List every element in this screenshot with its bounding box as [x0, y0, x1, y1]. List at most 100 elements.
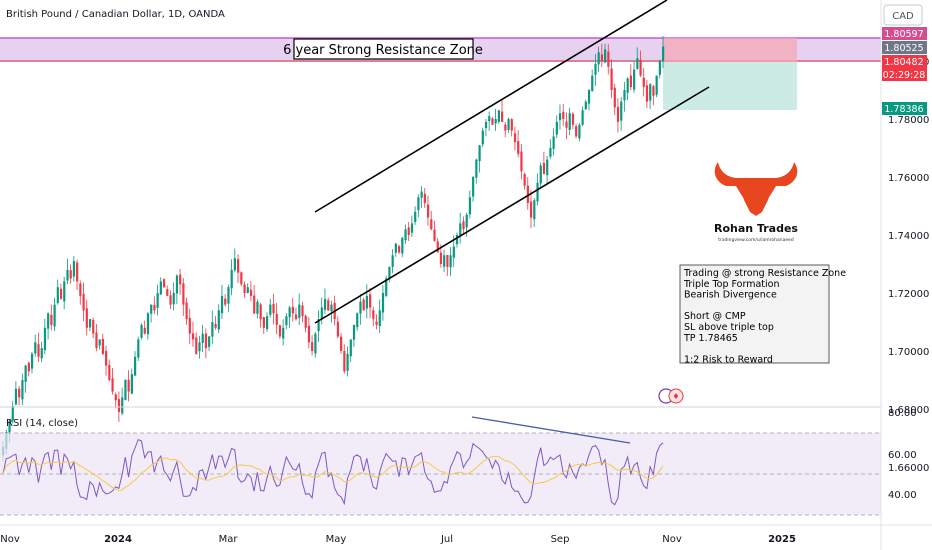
- candle-body: [285, 316, 288, 326]
- price-tag: [882, 68, 927, 81]
- price-tag-label: 1.78386: [884, 104, 923, 115]
- channel-upper-line: [314, 0, 668, 213]
- candle-body: [558, 113, 562, 121]
- currency-badge-box[interactable]: [883, 4, 923, 26]
- candle-body: [359, 301, 362, 314]
- candle-body: [520, 151, 523, 172]
- candle-body: [69, 270, 72, 279]
- candle-body: [108, 364, 111, 380]
- price-tick: 1.68000: [888, 405, 929, 416]
- rsi-line: [2, 438, 664, 506]
- time-tick: 2024: [104, 534, 132, 545]
- currency-badge[interactable]: CAD: [892, 11, 914, 22]
- rsi-tick: 60.00: [888, 450, 917, 461]
- price-tags: 1.80597 1.80525 1.80482 02:29:28 1.78386: [882, 27, 927, 115]
- price-tag-label: 1.80525: [884, 43, 923, 54]
- candle-body: [607, 51, 610, 67]
- candle-body: [645, 85, 649, 102]
- candle-body: [343, 350, 346, 372]
- price-tick: 1.74000: [888, 231, 929, 242]
- candle-body: [127, 379, 130, 392]
- flag-icon[interactable]: ♦: [658, 388, 684, 404]
- candle-body: [59, 288, 63, 299]
- candle-body: [398, 246, 401, 253]
- candle-body: [629, 75, 633, 88]
- candle-body: [92, 319, 95, 334]
- price-tag: [882, 27, 927, 40]
- candle-body: [626, 78, 629, 93]
- price-tick: 1.76000: [888, 173, 929, 184]
- candle-body: [562, 111, 565, 119]
- candle-body: [230, 269, 233, 289]
- candle-body: [552, 136, 555, 149]
- candle-body: [391, 255, 394, 267]
- candle-body: [568, 113, 571, 130]
- candle-body: [253, 295, 256, 314]
- candle-body: [47, 313, 50, 329]
- candle-body: [98, 339, 101, 346]
- logo-name: Rohan Trades: [714, 222, 798, 235]
- candle-body: [526, 185, 529, 204]
- candle-body: [37, 344, 40, 357]
- candle-body: [604, 49, 607, 63]
- candle-body: [14, 388, 18, 405]
- candle-body: [179, 274, 182, 285]
- candle-body: [214, 324, 217, 328]
- candle-body: [256, 301, 259, 314]
- candle-body: [581, 110, 584, 125]
- candle-body: [166, 289, 169, 296]
- candle-body: [88, 319, 92, 328]
- candle-body: [105, 351, 108, 366]
- candle-body: [246, 287, 249, 293]
- candle-body: [266, 316, 269, 330]
- candle-body: [21, 380, 24, 400]
- candle-body: [288, 307, 291, 318]
- candle-body: [600, 54, 604, 61]
- trade-note-line: TP 1.78465: [683, 333, 738, 344]
- candle-body: [320, 307, 323, 320]
- candle-body: [475, 159, 478, 178]
- candle-body: [430, 219, 433, 230]
- trade-note-line: Triple Top Formation: [683, 279, 780, 290]
- candle-body: [465, 214, 468, 228]
- candle-body: [459, 223, 462, 236]
- trade-notes-box: [679, 264, 830, 364]
- candle-body: [426, 204, 430, 218]
- candle-body: [578, 124, 581, 139]
- rohan-trades-logo: Rohan Trades tradingview.com/u/iamrohana…: [714, 162, 798, 243]
- candle-body: [636, 58, 639, 69]
- candle-body: [549, 148, 552, 157]
- candle-body: [591, 75, 594, 91]
- candle-body: [282, 327, 285, 339]
- candle-body: [124, 380, 127, 401]
- time-tick: Sep: [551, 534, 570, 545]
- candle-body: [301, 305, 304, 317]
- candle-body: [134, 356, 137, 376]
- candle-body: [494, 119, 497, 124]
- candle-body: [76, 262, 79, 282]
- candle-body: [159, 281, 162, 295]
- candle-body: [362, 299, 365, 311]
- rsi-tick: 80.00: [888, 408, 917, 419]
- candle-body: [420, 191, 423, 198]
- candle-body: [227, 287, 230, 304]
- candle-body: [201, 333, 204, 343]
- price-candles: [2, 36, 665, 462]
- candle-body: [452, 246, 455, 258]
- resistance-label: 6 year Strong Resistance Zone: [283, 43, 483, 58]
- candle-body: [365, 295, 369, 309]
- candle-body: [330, 304, 333, 312]
- channel-lower-line: [314, 86, 710, 324]
- candle-body: [649, 84, 652, 101]
- candle-body: [114, 394, 117, 401]
- candle-body: [439, 252, 443, 264]
- candle-body: [172, 293, 175, 305]
- candle-body: [587, 90, 591, 104]
- candle-body: [50, 314, 53, 325]
- price-tick: 1.72000: [888, 289, 929, 300]
- candle-body: [555, 121, 558, 135]
- rsi-axis-ticks: 80.00 60.00 40.00: [888, 408, 917, 501]
- candle-body: [575, 126, 578, 137]
- candle-body: [101, 338, 105, 354]
- candle-body: [24, 365, 27, 382]
